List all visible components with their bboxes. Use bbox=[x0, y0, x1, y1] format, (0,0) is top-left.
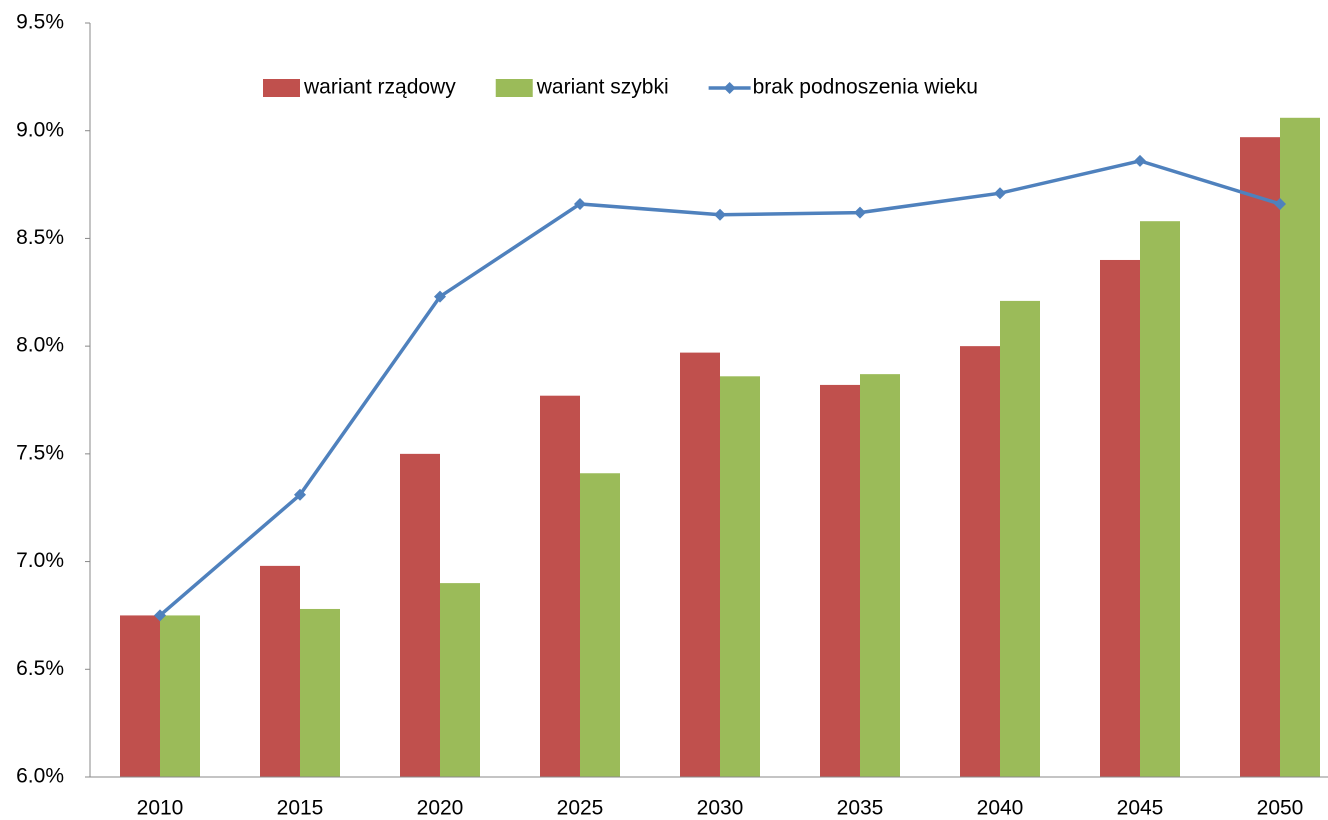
bar bbox=[400, 453, 440, 777]
bar bbox=[580, 473, 620, 777]
bar bbox=[1100, 259, 1140, 777]
bar bbox=[720, 376, 760, 777]
line-marker bbox=[294, 488, 306, 501]
x-tick-label: 2015 bbox=[277, 797, 324, 820]
y-tick-label: 7.0% bbox=[16, 549, 64, 572]
x-tick-label: 2050 bbox=[1257, 797, 1304, 820]
legend-swatch bbox=[495, 79, 533, 97]
bar bbox=[300, 608, 340, 777]
legend-swatch bbox=[263, 79, 300, 97]
y-tick-label: 6.0% bbox=[16, 765, 64, 788]
line-marker bbox=[714, 208, 726, 221]
legend-label: wariant rządowy bbox=[303, 76, 456, 99]
x-tick-label: 2025 bbox=[557, 797, 604, 820]
y-tick-label: 9.5% bbox=[16, 11, 64, 34]
x-tick-label: 2030 bbox=[697, 797, 744, 820]
x-tick-label: 2035 bbox=[837, 797, 884, 820]
line-marker bbox=[994, 187, 1006, 200]
x-tick-label: 2040 bbox=[977, 797, 1024, 820]
line-marker bbox=[1134, 154, 1146, 167]
bar bbox=[440, 583, 480, 777]
bar bbox=[160, 615, 200, 777]
bar bbox=[820, 384, 860, 777]
line-marker bbox=[854, 206, 866, 219]
y-tick-label: 8.5% bbox=[16, 226, 64, 249]
bar bbox=[120, 615, 160, 777]
y-tick-label: 9.0% bbox=[16, 118, 64, 141]
y-tick-label: 8.0% bbox=[16, 334, 64, 357]
bar bbox=[860, 374, 900, 777]
bar bbox=[540, 395, 580, 777]
x-tick-label: 2045 bbox=[1117, 797, 1164, 820]
line-marker bbox=[434, 290, 446, 303]
legend-label: wariant szybki bbox=[536, 76, 669, 99]
legend-marker bbox=[723, 82, 736, 94]
bar bbox=[260, 565, 300, 777]
y-tick-label: 6.5% bbox=[16, 657, 64, 680]
line-marker bbox=[1274, 197, 1286, 210]
bar bbox=[960, 346, 1000, 777]
bar bbox=[1280, 117, 1320, 777]
bar bbox=[1140, 221, 1180, 778]
line-marker bbox=[574, 197, 586, 210]
y-tick-label: 7.5% bbox=[16, 441, 64, 464]
bar bbox=[1000, 300, 1040, 777]
legend-label: brak podnoszenia wieku bbox=[753, 76, 978, 99]
x-tick-label: 2010 bbox=[137, 797, 184, 820]
x-tick-label: 2020 bbox=[417, 797, 464, 820]
line-marker bbox=[154, 609, 166, 622]
bar bbox=[680, 352, 720, 777]
bar bbox=[1240, 137, 1280, 778]
